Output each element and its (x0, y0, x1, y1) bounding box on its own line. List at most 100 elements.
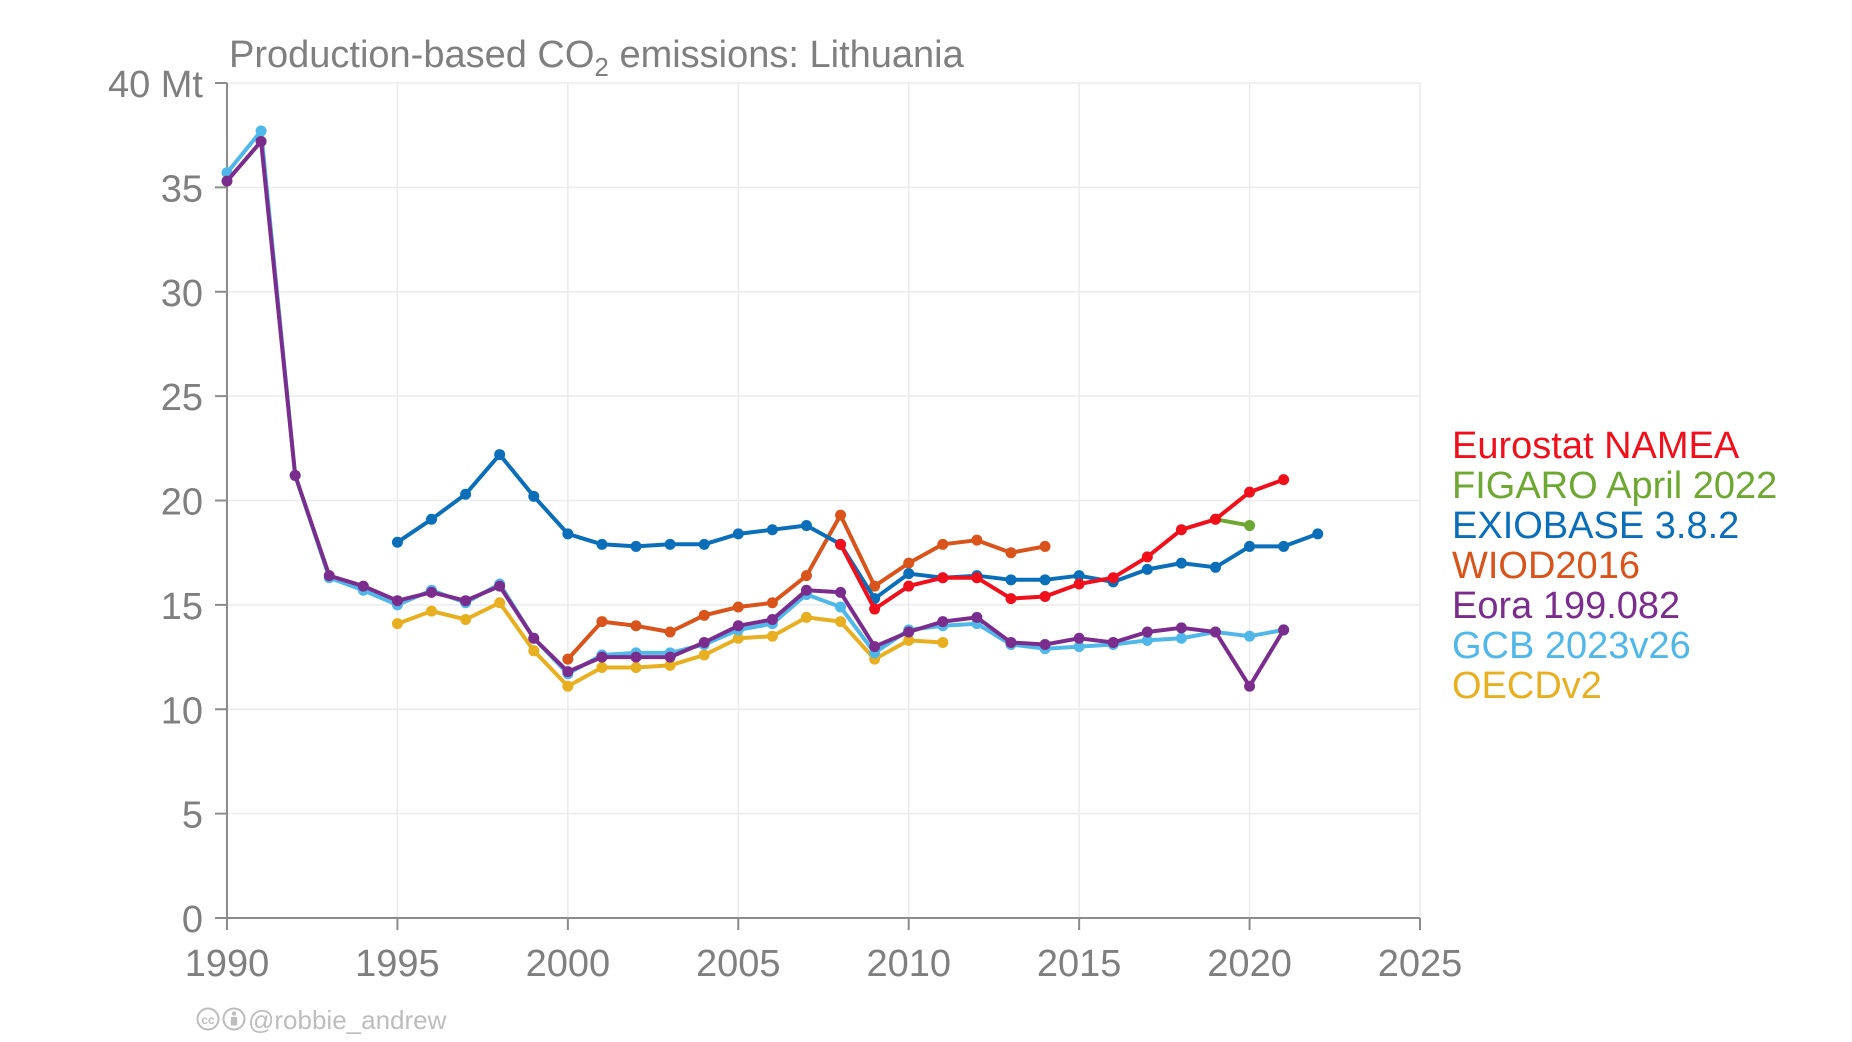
data-point (1244, 486, 1256, 498)
data-point (1005, 636, 1017, 648)
x-tick-label: 1995 (355, 943, 440, 985)
data-point (835, 586, 847, 598)
data-point (766, 524, 778, 536)
data-point (1244, 520, 1256, 532)
data-point (630, 651, 642, 663)
data-point (562, 680, 574, 692)
data-point (835, 509, 847, 521)
legend-entry: GCB 2023v26 (1452, 625, 1691, 667)
data-point (903, 580, 915, 592)
data-point (596, 616, 608, 628)
data-point (630, 540, 642, 552)
data-point (1175, 632, 1187, 644)
data-point (391, 595, 403, 607)
series-group (221, 125, 1324, 692)
y-tick-label: 15 (161, 586, 203, 628)
chart-title: Production-based CO2 emissions: Lithuani… (229, 34, 965, 82)
data-point (1073, 570, 1085, 582)
data-point (630, 662, 642, 673)
data-point (800, 520, 812, 532)
y-tick-label: 30 (161, 273, 203, 315)
data-point (494, 449, 506, 461)
data-point (391, 536, 403, 548)
data-point (903, 568, 915, 580)
data-point (835, 616, 847, 628)
credit: cc @robbie_andrew (196, 1005, 447, 1035)
data-point (1278, 540, 1290, 552)
y-tick-label: 40 Mt (108, 64, 203, 106)
credit-handle: @robbie_andrew (248, 1005, 447, 1035)
data-point (903, 557, 915, 569)
data-point (664, 626, 676, 638)
data-point (1141, 634, 1153, 646)
data-point (1107, 636, 1119, 648)
data-point (1141, 563, 1153, 575)
data-point (1278, 624, 1290, 636)
data-point (1107, 572, 1119, 584)
series-gcb-2023v26 (221, 125, 1290, 680)
data-point (1039, 639, 1051, 651)
data-point (664, 659, 676, 671)
data-point (1073, 632, 1085, 644)
data-point (357, 580, 369, 592)
x-tick-label: 2015 (1037, 943, 1122, 985)
data-point (835, 538, 847, 550)
y-tick-label: 20 (161, 482, 203, 524)
series-line (225, 129, 1286, 676)
data-point (1209, 513, 1221, 525)
data-point (1039, 540, 1051, 552)
data-point (596, 538, 608, 550)
data-point (562, 653, 574, 665)
y-tick-label: 25 (161, 377, 203, 419)
y-tick-label: 5 (182, 795, 203, 837)
data-point (596, 662, 608, 673)
legend-entry: EXIOBASE 3.8.2 (1452, 505, 1739, 547)
data-point (835, 601, 847, 613)
data-point (698, 636, 710, 648)
data-point (732, 620, 744, 632)
data-point (800, 570, 812, 582)
data-point (869, 641, 881, 653)
grid (227, 82, 1421, 918)
data-point (766, 613, 778, 625)
legend-entry: Eurostat NAMEA (1452, 425, 1740, 467)
data-point (255, 125, 267, 137)
data-point (562, 528, 574, 540)
data-point (426, 586, 438, 598)
data-point (221, 175, 233, 187)
data-point (903, 634, 915, 646)
legend-entry: FIGARO April 2022 (1452, 465, 1777, 507)
data-point (255, 135, 267, 147)
data-point (1175, 524, 1187, 536)
data-point (1073, 578, 1085, 590)
legend-entry: WIOD2016 (1452, 545, 1640, 587)
data-point (1209, 561, 1221, 573)
series-eurostat-namea (835, 474, 1290, 615)
data-point (1278, 474, 1290, 486)
chart-title-rest: emissions: Lithuania (609, 34, 965, 76)
data-point (1175, 557, 1187, 569)
data-point (971, 534, 983, 546)
data-point (1209, 626, 1221, 638)
data-point (937, 538, 949, 550)
data-point (426, 605, 438, 617)
data-point (528, 632, 540, 644)
data-point (460, 595, 472, 607)
series-line (395, 600, 945, 689)
data-point (1005, 593, 1017, 605)
data-point (1312, 528, 1324, 540)
data-point (460, 613, 472, 625)
data-point (1175, 622, 1187, 634)
series-exiobase-3-8-2 (391, 449, 1324, 605)
data-point (494, 597, 506, 609)
data-point (766, 597, 778, 609)
data-point (426, 513, 438, 525)
data-point (766, 630, 778, 642)
data-point (528, 490, 540, 502)
legend-entry: OECDv2 (1452, 665, 1602, 707)
data-point (869, 580, 881, 592)
data-point (1244, 680, 1256, 692)
data-point (460, 488, 472, 500)
series-oecdv2 (391, 597, 949, 692)
data-point (1244, 630, 1256, 642)
